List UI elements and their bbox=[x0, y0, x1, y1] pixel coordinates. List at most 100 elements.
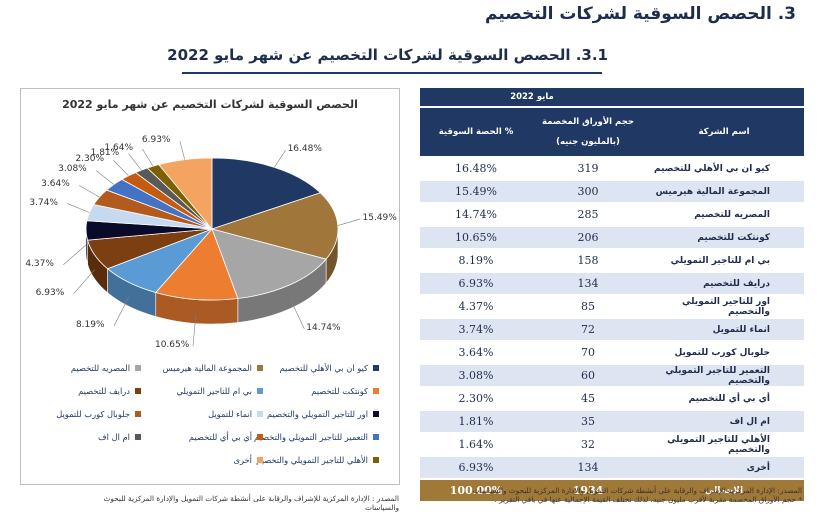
volume-cell: 134 bbox=[532, 272, 644, 296]
table-row: 1.64% 32 الأهلي للتاجير التمويلي والتخصيم bbox=[420, 433, 804, 457]
table-row: 6.93% 134 درايف للتخصيم bbox=[420, 272, 804, 296]
legend-label: المصريه للتخصيم bbox=[70, 363, 130, 373]
company-cell: جلوبال كورب للتمويل bbox=[644, 341, 804, 365]
volume-cell: 134 bbox=[532, 456, 644, 480]
legend-label: أي بي أي للتخصيم bbox=[188, 432, 252, 442]
table-row: 3.64% 70 جلوبال كورب للتمويل bbox=[420, 341, 804, 365]
table-row: 15.49% 300 المجموعة المالية هيرميس bbox=[420, 180, 804, 204]
pie-value-label: 14.74% bbox=[306, 322, 341, 333]
company-cell: درايف للتخصيم bbox=[644, 272, 804, 296]
company-cell: ام ال اف bbox=[644, 410, 804, 434]
table-row: 6.93% 134 أخرى bbox=[420, 456, 804, 480]
volume-cell: 35 bbox=[532, 410, 644, 434]
legend-label: كونتكت للتخصيم bbox=[311, 386, 368, 396]
pie-slice bbox=[210, 192, 339, 260]
pie-value-label: 10.65% bbox=[154, 340, 190, 351]
leader-line bbox=[142, 148, 154, 167]
legend-swatch bbox=[257, 434, 263, 440]
legend-swatch bbox=[257, 411, 263, 417]
table-total-row: 100.00% 1934 الإجمالي bbox=[420, 479, 804, 503]
volume-cell: 60 bbox=[532, 364, 644, 388]
leader-line bbox=[79, 185, 100, 198]
leader-line bbox=[113, 160, 129, 177]
company-cell: التعمير للتاجير التمويلي والتخصيم bbox=[644, 364, 804, 388]
pie-value-label: 8.19% bbox=[75, 319, 105, 330]
company-cell: بي ام للتاجير التمويلي bbox=[644, 249, 804, 273]
share-cell: 4.37% bbox=[420, 295, 532, 319]
table-row: 8.19% 158 بي ام للتاجير التمويلي bbox=[420, 249, 804, 273]
market-share-table: مايو 2022 الحصة السوقية % حجم الأوراق ال… bbox=[420, 88, 804, 503]
legend-swatch bbox=[373, 434, 379, 440]
legend-swatch bbox=[135, 388, 141, 394]
legend-label: كيو ان بي الأهلي للتخصيم bbox=[279, 363, 368, 373]
pie-value-label: 1.64% bbox=[104, 142, 133, 153]
volume-cell: 285 bbox=[532, 203, 644, 227]
leader-line bbox=[179, 141, 186, 160]
legend-label: انماء للتمويل bbox=[208, 409, 252, 419]
legend-item: درايف للتخصيم bbox=[29, 386, 141, 396]
legend-item: اور للتاجير التمويلي والتخصيم bbox=[267, 409, 379, 419]
share-cell: 1.81% bbox=[420, 410, 532, 434]
company-cell: اور للتاجير التمويلي والتخصيم bbox=[644, 295, 804, 319]
volume-cell: 45 bbox=[532, 387, 644, 411]
company-cell: أخرى bbox=[644, 456, 804, 480]
legend-swatch bbox=[135, 434, 141, 440]
share-cell: 2.30% bbox=[420, 387, 532, 411]
leader-line bbox=[63, 244, 87, 265]
company-cell: المصريه للتخصيم bbox=[644, 203, 804, 227]
volume-cell: 32 bbox=[532, 433, 644, 457]
pie-value-label: 16.48% bbox=[287, 144, 322, 155]
pie-value-label: 1.81% bbox=[90, 147, 120, 158]
volume-cell: 158 bbox=[532, 249, 644, 273]
company-cell: كونتكت للتخصيم bbox=[644, 226, 804, 250]
subsection-heading: 3.1. الحصص السوقية لشركات التخصيم عن شهر… bbox=[167, 46, 608, 64]
legend-swatch bbox=[373, 457, 379, 463]
table-period-header: مايو 2022 bbox=[420, 88, 644, 108]
pie-value-label: 6.93% bbox=[35, 287, 65, 298]
leader-line bbox=[113, 296, 130, 327]
share-cell: 8.19% bbox=[420, 249, 532, 273]
legend-swatch bbox=[373, 411, 379, 417]
volume-cell: 300 bbox=[532, 180, 644, 204]
pie-chart bbox=[63, 141, 361, 347]
col-volume-header: حجم الأوراق المخصمة (بالمليون جنيه) bbox=[532, 107, 644, 158]
share-cell: 10.65% bbox=[420, 226, 532, 250]
legend-swatch bbox=[373, 365, 379, 371]
leader-line bbox=[289, 298, 305, 329]
share-cell: 3.08% bbox=[420, 364, 532, 388]
legend-item: أخرى bbox=[151, 455, 263, 465]
company-cell: المجموعة المالية هيرميس bbox=[644, 180, 804, 204]
company-cell: كيو ان بي الأهلي للتخصيم bbox=[644, 157, 804, 181]
volume-cell: 70 bbox=[532, 341, 644, 365]
pie-slice bbox=[211, 157, 322, 230]
share-cell: 15.49% bbox=[420, 180, 532, 204]
legend-item: أي بي أي للتخصيم bbox=[151, 432, 263, 442]
leader-line bbox=[73, 269, 96, 294]
share-cell: 6.93% bbox=[420, 456, 532, 480]
legend-label: جلوبال كورب للتمويل bbox=[56, 409, 130, 419]
legend-item: ام ال اف bbox=[29, 432, 141, 442]
volume-cell: 85 bbox=[532, 295, 644, 319]
table-row: 3.74% 72 انماء للتمويل bbox=[420, 318, 804, 342]
share-cell: 1.64% bbox=[420, 433, 532, 457]
table-row: 2.30% 45 أي بي أي للتخصيم bbox=[420, 387, 804, 411]
table-row: 3.08% 60 التعمير للتاجير التمويلي والتخصيم bbox=[420, 364, 804, 388]
legend-item: التعمير للتاجير التمويلي والتخصيم bbox=[254, 432, 379, 442]
legend-item: كيو ان بي الأهلي للتخصيم bbox=[267, 363, 379, 373]
legend-swatch bbox=[373, 388, 379, 394]
legend-label: الأهلي للتاجير التمويلي والتخصيم bbox=[256, 455, 368, 465]
legend-label: بي ام للتاجير التمويلي bbox=[176, 386, 253, 396]
legend-swatch bbox=[257, 457, 263, 463]
pie-slice bbox=[155, 228, 239, 301]
legend-item: كونتكت للتخصيم bbox=[267, 386, 379, 396]
legend-swatch bbox=[257, 365, 263, 371]
col-company-header: اسم الشركة bbox=[644, 107, 804, 158]
legend-item: بي ام للتاجير التمويلي bbox=[151, 386, 263, 396]
legend-label: درايف للتخصيم bbox=[78, 386, 130, 396]
leader-line bbox=[192, 313, 197, 347]
volume-cell: 319 bbox=[532, 157, 644, 181]
table-row: 4.37% 85 اور للتاجير التمويلي والتخصيم bbox=[420, 295, 804, 319]
total-volume: 1934 bbox=[532, 479, 644, 503]
volume-cell: 206 bbox=[532, 226, 644, 250]
total-label: الإجمالي bbox=[644, 479, 804, 503]
